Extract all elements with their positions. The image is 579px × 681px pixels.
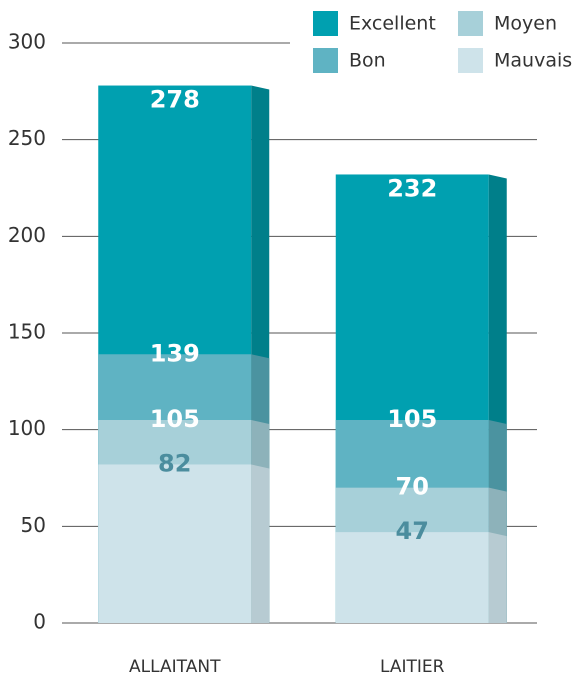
x-tick-label: ALLAITANT [129, 657, 221, 677]
y-tick-label: 200 [8, 223, 46, 247]
y-tick-label: 150 [8, 320, 46, 344]
bar-side [251, 464, 270, 623]
legend-background [290, 0, 579, 82]
legend-label: Mauvais [494, 50, 572, 72]
y-tick-label: 300 [8, 30, 46, 54]
data-label: 47 [396, 517, 429, 545]
bar [98, 464, 252, 623]
y-tick-label: 50 [21, 513, 46, 537]
data-label: 82 [158, 449, 191, 477]
legend-swatch [313, 48, 338, 73]
data-label: 232 [387, 174, 437, 202]
y-tick-label: 250 [8, 126, 46, 150]
y-tick-label: 100 [8, 416, 46, 440]
bar [335, 532, 489, 623]
y-tick-label: 0 [33, 610, 46, 634]
data-label: 105 [150, 405, 200, 433]
legend-label: Moyen [494, 13, 557, 35]
legend-label: Excellent [349, 13, 436, 35]
legend-label: Bon [349, 50, 386, 72]
data-label: 139 [150, 339, 200, 367]
x-tick-label: LAITIER [380, 657, 445, 677]
legend-swatch [313, 11, 338, 36]
bar-side [488, 532, 507, 623]
data-label: 278 [150, 86, 200, 114]
data-label: 105 [387, 405, 437, 433]
legend-swatch [458, 48, 483, 73]
data-label: 70 [396, 473, 429, 501]
legend-swatch [458, 11, 483, 36]
